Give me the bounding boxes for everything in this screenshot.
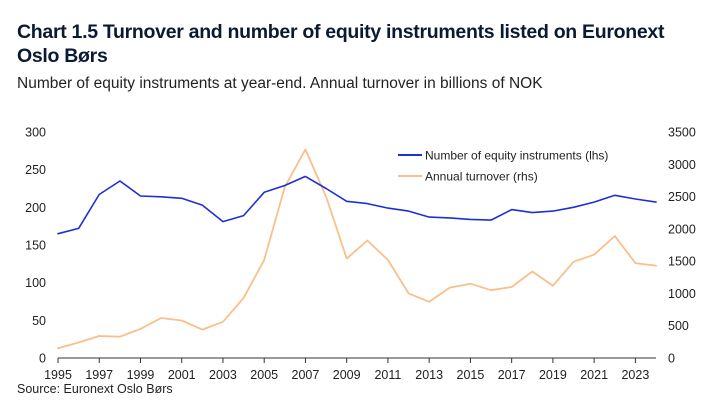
right-tick-label: 500 [668, 319, 689, 333]
x-tick-label: 2019 [539, 368, 567, 382]
left-tick-label: 250 [25, 163, 46, 177]
right-tick-label: 1500 [668, 255, 696, 269]
x-tick-label: 2009 [333, 368, 361, 382]
x-tick-label: 2015 [457, 368, 485, 382]
x-tick-label: 1995 [44, 368, 72, 382]
right-tick-label: 1000 [668, 287, 696, 301]
x-tick-label: 2001 [168, 368, 196, 382]
chart-legend: Number of equity instruments (lhs) Annual… [398, 149, 608, 184]
chart-title: Chart 1.5 Turnover and number of equity … [17, 21, 665, 67]
left-tick-label: 100 [25, 276, 46, 290]
series-line-turnover [57, 148, 657, 350]
x-tick-label: 2005 [250, 368, 278, 382]
right-tick-label: 0 [668, 352, 675, 366]
legend-label: Number of equity instruments (lhs) [425, 149, 608, 163]
right-tick-label: 3500 [668, 126, 696, 140]
right-tick-label: 2000 [668, 222, 696, 236]
left-tick-label: 150 [25, 239, 46, 253]
chart-source: Source: Euronext Oslo Børs [17, 382, 173, 396]
x-tick-label: 1999 [127, 368, 155, 382]
chart-series [57, 148, 657, 350]
chart-subtitle: Number of equity instruments at year-end… [17, 75, 543, 92]
x-tick-label: 2021 [580, 368, 608, 382]
x-tick-label: 2017 [498, 368, 526, 382]
legend-label: Annual turnover (rhs) [425, 170, 538, 184]
x-tick-label: 2011 [374, 368, 401, 382]
x-tick-label: 2003 [209, 368, 237, 382]
left-tick-label: 300 [25, 126, 46, 140]
left-tick-label: 200 [25, 201, 46, 215]
x-tick-label: 2007 [292, 368, 320, 382]
series-line-number [57, 175, 657, 235]
right-tick-label: 3000 [668, 158, 696, 172]
chart-axes: 1995 1997 1999 2001 2003 2005 2007 2009 2011 2013… [25, 126, 696, 383]
x-tick-label: 2013 [415, 368, 443, 382]
right-tick-label: 2500 [668, 190, 696, 204]
left-tick-label: 0 [39, 352, 46, 366]
x-tick-label: 2023 [621, 368, 649, 382]
x-tick-label: 1997 [85, 368, 113, 382]
left-tick-label: 50 [32, 314, 46, 328]
